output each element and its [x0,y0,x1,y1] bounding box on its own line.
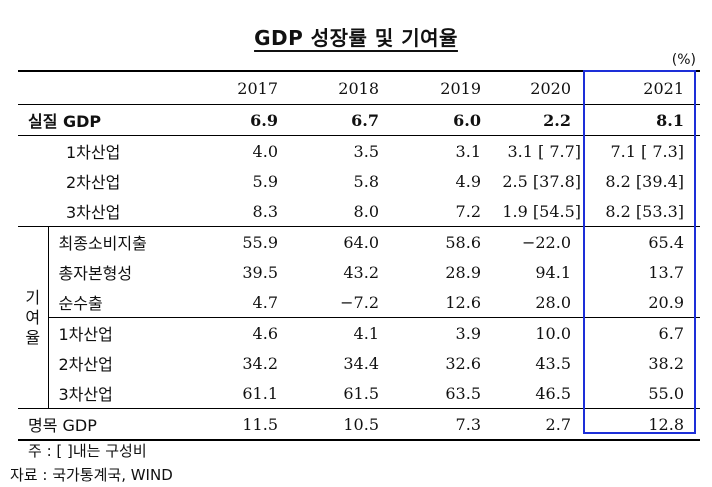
row-label: 명목 GDP [18,408,194,441]
header-row: 2017 2018 2019 2020 2021 [18,70,700,105]
cell: 4.1 [294,317,395,348]
cell: 8.1 [587,104,700,136]
unit-label: (%) [671,52,696,68]
cell: 63.5 [445,383,481,403]
cell: 6.7 [587,317,700,348]
contribution-row: 순수출 4.7 −7.2 12.6 28.0 20.9 [18,287,700,318]
cell: 8.0 [353,201,379,221]
contribution-row: 1차산업 4.6 4.1 3.9 10.0 6.7 [18,317,700,348]
row-label: 총자본형성 [58,264,133,283]
cell: 20.9 [648,292,684,312]
row-label: 순수출 [58,294,103,313]
contribution-row: 기 여 율 최종소비지출 55.9 64.0 58.6 −22.0 65.4 [18,226,700,409]
cell: 38.2 [648,353,684,373]
year-header: 2017 [194,70,294,105]
growth-row: 3차산업 8.3 8.0 7.2 1.9 [54.5] 8.2 [53.3] [18,196,700,227]
row-label: 3차산업 [58,385,113,404]
cell: 10.0 [497,317,587,348]
row-label: 1차산업 [66,143,121,162]
cell: 2.5 [37.8] [502,171,581,191]
row-label: 3차산업 [66,203,121,222]
cell: 7.1 [ 7.3] [610,141,684,161]
cell: 58.6 [395,226,497,257]
cell: 8.2 [53.3] [605,201,684,221]
row-label: 1차산업 [48,317,194,348]
nominal-gdp-row: 명목 GDP 11.5 10.5 7.3 2.7 12.8 [18,408,700,441]
cell: 12.8 [587,408,700,441]
cell: 5.8 [353,171,379,191]
cell: 28.0 [535,292,571,312]
cell: 55.9 [194,226,294,257]
cell: 3.1 [ 7.7] [507,141,581,161]
cell: 32.6 [445,353,481,373]
side-char: 율 [25,327,41,347]
cell: 6.7 [294,104,395,136]
side-char: 여 [25,307,41,327]
year-header: 2021 [587,70,700,105]
cell: 7.3 [395,408,497,441]
cell: 3.9 [395,317,497,348]
cell: 4.6 [194,317,294,348]
cell: 11.5 [194,408,294,441]
table-title: GDP 성장률 및 기여율 [254,26,458,50]
cell: 34.2 [242,353,278,373]
cell: 46.5 [535,383,571,403]
cell: 2.2 [497,104,587,136]
cell: 7.2 [455,201,481,221]
contribution-row: 총자본형성 39.5 43.2 28.9 94.1 13.7 [18,257,700,287]
header-blank [18,70,194,105]
growth-row: 2차산업 5.9 5.8 4.9 2.5 [37.8] 8.2 [39.4] [18,166,700,196]
cell: 61.5 [343,383,379,403]
cell: 61.1 [242,383,278,403]
contribution-row: 2차산업 34.2 34.4 32.6 43.5 38.2 [18,348,700,378]
cell: 34.4 [343,353,379,373]
row-label: 실질 GDP [18,104,194,136]
growth-row: 1차산업 4.0 3.5 3.1 3.1 [ 7.7] 7.1 [ 7.3] [18,136,700,167]
cell: 3.1 [455,141,481,161]
cell: 94.1 [535,262,571,282]
cell: −7.2 [340,292,379,312]
cell: −22.0 [497,226,587,257]
cell: 6.9 [194,104,294,136]
row-label: 2차산업 [66,173,121,192]
year-header: 2018 [294,70,395,105]
cell: 8.3 [252,201,278,221]
real-gdp-row: 실질 GDP 6.9 6.7 6.0 2.2 8.1 [18,104,700,136]
source-note: 자료 : 국가통계국, WIND [10,466,173,484]
row-label: 2차산업 [58,355,113,374]
cell: 4.7 [252,292,278,312]
cell: 8.2 [39.4] [605,171,684,191]
cell: 4.0 [252,141,278,161]
contribution-side-label: 기 여 율 [18,226,49,409]
contribution-row: 3차산업 61.1 61.5 63.5 46.5 55.0 [18,378,700,409]
footnote: 주 : [ ]내는 구성비 [28,442,147,460]
cell: 64.0 [294,226,395,257]
cell: 65.4 [587,226,700,257]
year-header: 2020 [497,70,587,105]
year-header: 2019 [395,70,497,105]
cell: 28.9 [445,262,481,282]
cell: 13.7 [648,262,684,282]
cell: 6.0 [395,104,497,136]
cell: 12.6 [445,292,481,312]
cell: 2.7 [497,408,587,441]
cell: 55.0 [648,383,684,403]
gdp-table: 2017 2018 2019 2020 2021 실질 GDP 6.9 6.7 … [18,70,700,441]
cell: 5.9 [252,171,278,191]
row-label: 최종소비지출 [48,226,194,257]
cell: 43.5 [535,353,571,373]
side-char: 기 [25,287,41,307]
cell: 39.5 [242,262,278,282]
cell: 10.5 [294,408,395,441]
cell: 3.5 [353,141,379,161]
cell: 1.9 [54.5] [502,201,581,221]
cell: 43.2 [343,262,379,282]
cell: 4.9 [455,171,481,191]
